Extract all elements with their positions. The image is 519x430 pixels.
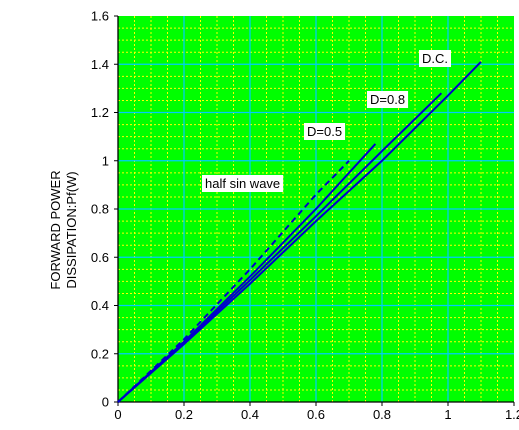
series-lines: [117, 61, 482, 403]
annotation-bg: [202, 175, 284, 192]
annotation-label: D=0.8: [370, 92, 405, 107]
annotation-label: D.C.: [422, 51, 448, 66]
annotation-label: half sin wave: [205, 176, 280, 191]
axes: [114, 15, 515, 406]
series-line-d-0-5: [117, 143, 377, 403]
x-tick-labels: 0 0.2 0.4 0.6 0.8 1 1.2: [114, 407, 519, 422]
y-tick-label: 1.2: [91, 105, 109, 120]
x-tick-label: 1.2: [505, 407, 519, 422]
annotation-bg: [419, 50, 451, 67]
x-tick-label: 0.6: [307, 407, 325, 422]
y-tick-label: 1.4: [91, 57, 109, 72]
series-line-half-sin-wave: [117, 160, 350, 403]
x-tick-label: 0: [114, 407, 121, 422]
y-tick-label: 1: [102, 153, 109, 168]
y-tick-label: 0.8: [91, 202, 109, 217]
y-tick-label: 0.6: [91, 250, 109, 265]
annotation-bg: [367, 91, 409, 108]
y-axis-label-line-2: DISSIPATION:Pf(W): [64, 171, 79, 288]
y-tick-label: 0: [102, 395, 109, 410]
x-tick-label: 0.2: [175, 407, 193, 422]
annotation-bg: [304, 123, 346, 140]
y-axis-label-line-1: FORWARD POWER: [48, 170, 63, 289]
x-tick-label: 0.4: [241, 407, 259, 422]
y-tick-label: 0.2: [91, 346, 109, 361]
x-tick-label: 0.8: [373, 407, 391, 422]
annotation-label: D=0.5: [307, 124, 342, 139]
annotations: D.C. D=0.8 D=0.5 half sin wave: [202, 50, 451, 192]
y-tick-labels: 0 0.2 0.4 0.6 0.8 1 1.2 1.4 1.6: [91, 9, 109, 410]
x-tick-label: 1: [444, 407, 451, 422]
y-tick-label: 0.4: [91, 298, 109, 313]
y-tick-label: 1.6: [91, 9, 109, 24]
